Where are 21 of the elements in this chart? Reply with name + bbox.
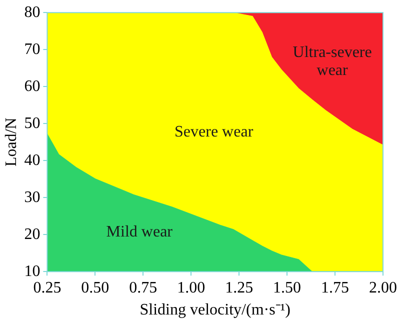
y-axis-title: Load/N <box>2 117 20 167</box>
series-label: Mild wear <box>106 223 174 240</box>
y-tick-label: 30 <box>24 188 40 206</box>
y-tick-label: 60 <box>24 78 40 95</box>
x-tick-label: 1.75 <box>321 279 350 296</box>
y-tick-label: 10 <box>24 262 40 280</box>
x-tick-label: 0.25 <box>33 279 62 296</box>
series-label: Ultra-severe wear <box>292 44 372 80</box>
series-label: Severe wear <box>174 124 254 141</box>
x-tick-label: 0.75 <box>129 279 158 296</box>
y-tick-label: 40 <box>24 152 40 169</box>
x-tick-label: 1.50 <box>273 279 302 296</box>
x-tick-label: 1.25 <box>225 279 254 296</box>
x-axis-title: Sliding velocity/(m·s⁻¹) <box>140 302 290 319</box>
y-tick-label: 70 <box>24 40 40 58</box>
x-tick-label: 1.00 <box>177 279 206 296</box>
y-tick-label: 50 <box>24 114 40 132</box>
x-tick-label: 2.00 <box>369 279 397 296</box>
y-tick-label: 20 <box>24 226 40 243</box>
y-tick-label: 80 <box>24 4 40 21</box>
x-tick-label: 0.50 <box>81 279 110 296</box>
